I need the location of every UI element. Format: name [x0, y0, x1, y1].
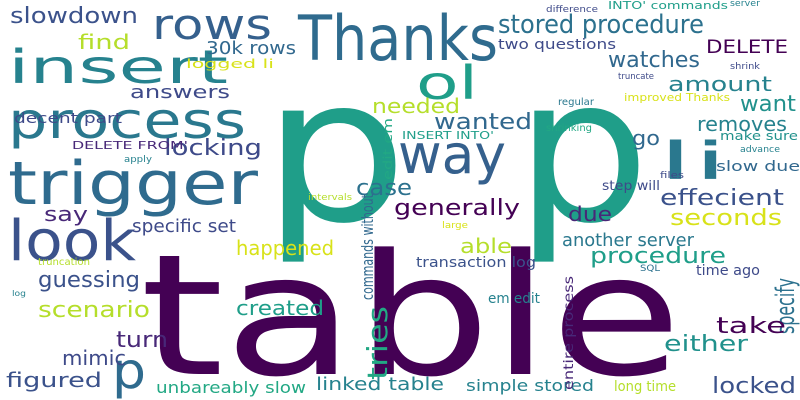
word-happened: happened	[236, 236, 334, 260]
word-log: log	[12, 289, 26, 298]
word-mimic: mimic	[62, 346, 126, 370]
word-slowdown: slowdown	[10, 4, 138, 29]
word-server: server	[730, 0, 760, 9]
word-two-questions: two questions	[498, 37, 616, 53]
word-regular: regular	[558, 97, 594, 108]
word-want: want	[740, 92, 796, 117]
word-unbareably-slow: unbareably slow	[156, 378, 306, 397]
word-due: due	[568, 202, 612, 226]
word-transaction-log: transaction log	[416, 255, 536, 271]
word-into-commands: INTO' commands	[608, 0, 728, 12]
word-step-will: step will	[602, 179, 660, 194]
word-improved-thanks: improved Thanks	[624, 91, 730, 104]
word-figured: figured	[6, 368, 102, 392]
word-em-edit: em edit	[488, 291, 540, 307]
word-way: way	[398, 123, 506, 186]
word-process: process	[8, 92, 246, 150]
word-watches: watches	[608, 48, 700, 73]
word-sql: SQL	[640, 264, 660, 274]
word-removes: removes	[697, 112, 787, 136]
word-advance: advance	[740, 145, 780, 155]
word-either: either	[664, 332, 748, 357]
word-stored-procedure: stored procedure	[498, 10, 704, 40]
word-p-small: p	[112, 342, 146, 400]
word-edit-em: edit em	[381, 118, 395, 180]
word-wanted: wanted	[434, 110, 532, 135]
word-able: able	[460, 234, 512, 258]
word-commands-without: commands without	[358, 194, 377, 300]
word-tries: tries	[361, 306, 394, 380]
word-30k-rows: 30k rows	[206, 38, 296, 59]
word-make-sure: make sure	[720, 129, 798, 143]
word-go: go	[632, 126, 660, 150]
word-apply: apply	[124, 155, 152, 165]
word-simple-stored: simple stored	[466, 376, 594, 395]
word-shrinking: shrinking	[546, 123, 592, 134]
word-procedure: procedure	[590, 244, 726, 269]
word-turn: turn	[116, 328, 168, 353]
word-scenario: scenario	[38, 298, 150, 323]
word-delete: DELETE	[706, 36, 788, 58]
word-large: large	[442, 221, 468, 231]
word-linked-table: linked table	[316, 374, 444, 395]
word-amount: amount	[668, 72, 772, 96]
word-entire-process: entire process	[562, 276, 577, 390]
word-generally: generally	[394, 196, 520, 221]
word-decent-part: decent part	[14, 111, 122, 127]
word-look: look	[8, 209, 136, 274]
word-locked: locked	[712, 374, 796, 399]
word-long-time: long time	[614, 379, 676, 395]
word-created: created	[236, 296, 324, 320]
word-rows: rows	[152, 0, 272, 49]
word-p-large-right: p	[515, 35, 650, 268]
word-seconds: seconds	[670, 206, 782, 231]
word-insert-into: INSERT INTO'	[402, 129, 494, 142]
word-li: li	[658, 132, 728, 192]
word-take: take	[716, 314, 786, 339]
word-files: files	[660, 171, 684, 181]
word-another-server: another server	[562, 230, 694, 251]
word-answers: answers	[130, 82, 230, 103]
word-slow-due: slow due	[716, 159, 800, 175]
word-specific-set: specific set	[132, 216, 236, 237]
word-p-large-left: p	[262, 35, 408, 268]
word-case: case	[356, 176, 412, 201]
word-table: table	[140, 218, 682, 400]
word-insert: insert	[8, 40, 228, 94]
word-guessing: guessing	[38, 268, 140, 293]
word-needed: needed	[372, 94, 460, 118]
word-logged-li: logged li	[186, 57, 274, 71]
word-thanks: Thanks	[298, 2, 498, 75]
word-find: find	[78, 30, 130, 54]
word-ol: ol	[416, 56, 478, 110]
word-shrink: shrink	[730, 62, 760, 72]
word-truncation: truncation	[38, 257, 90, 268]
word-difference: difference	[546, 5, 598, 15]
word-intervals: intervals	[308, 193, 352, 203]
word-say: say	[44, 202, 88, 226]
word-time-ago: time ago	[696, 263, 760, 279]
word-locking: locking	[164, 136, 262, 161]
word-truncate: truncate	[618, 72, 654, 82]
word-trigger: trigger	[8, 149, 258, 219]
word-delete-from: DELETE FROM'	[72, 139, 188, 152]
word-effecient: effecient	[660, 186, 784, 211]
